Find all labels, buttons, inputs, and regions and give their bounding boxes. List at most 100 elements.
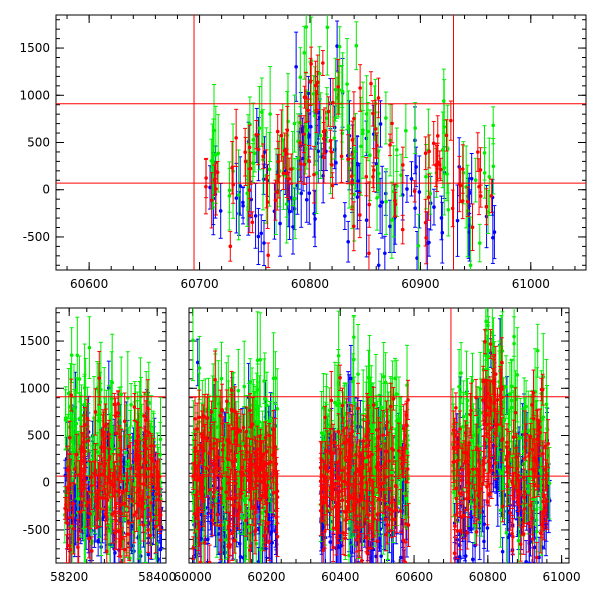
data-point (253, 214, 258, 218)
data-point (343, 214, 347, 218)
data-point (262, 150, 267, 154)
data-point (345, 82, 349, 86)
data-point (261, 154, 265, 159)
data-point (460, 167, 465, 171)
bottom-seg0-y-tick-label: 0 (42, 476, 50, 490)
data-point (372, 168, 376, 172)
data-point (413, 126, 417, 130)
data-point (238, 184, 242, 188)
data-point (346, 239, 350, 244)
data-point (312, 211, 316, 216)
data-point (364, 218, 369, 222)
data-point (352, 224, 356, 229)
data-point (82, 386, 87, 390)
data-point (435, 134, 440, 138)
data-point (390, 218, 394, 222)
data-point (491, 123, 495, 128)
data-point (142, 444, 146, 448)
data-point (470, 225, 475, 230)
data-point (318, 133, 323, 138)
data-point (432, 205, 436, 209)
data-point (234, 136, 238, 140)
data-point (374, 554, 378, 559)
data-point (446, 207, 451, 212)
series-red (203, 46, 494, 270)
data-point (157, 474, 162, 479)
data-point (336, 84, 340, 89)
data-point (109, 437, 114, 442)
data-point (208, 185, 212, 190)
data-point (122, 501, 127, 506)
data-point (103, 512, 108, 516)
data-point (95, 507, 100, 511)
data-point (458, 183, 463, 188)
data-point (130, 499, 135, 503)
data-point (67, 436, 72, 440)
bottom-plot-area-0 (56, 316, 166, 563)
data-point (266, 253, 270, 258)
data-point (440, 148, 445, 152)
data-point (265, 200, 270, 204)
top-y-tick-label: 500 (27, 136, 50, 150)
data-point (384, 199, 388, 204)
data-point (292, 121, 297, 126)
data-point (322, 155, 326, 160)
data-point (477, 241, 482, 245)
data-point (227, 194, 232, 198)
data-point (302, 162, 307, 167)
data-point (68, 404, 73, 409)
data-point (405, 187, 409, 191)
data-point (268, 112, 272, 116)
data-point (369, 81, 373, 86)
data-point (309, 124, 313, 129)
data-point (113, 531, 118, 535)
data-point (210, 164, 215, 169)
data-point (368, 153, 372, 157)
data-point (275, 129, 280, 134)
data-point (350, 138, 355, 142)
data-point (489, 194, 494, 198)
data-point (87, 536, 91, 541)
data-point (424, 174, 428, 179)
data-point (67, 515, 72, 520)
data-point (289, 167, 294, 171)
data-point (267, 167, 272, 172)
data-point (113, 551, 117, 555)
data-point (287, 209, 292, 214)
data-point (234, 196, 239, 200)
data-point (413, 206, 417, 210)
data-point (487, 175, 492, 179)
data-point (378, 122, 383, 126)
data-point (256, 234, 261, 239)
data-point (259, 231, 264, 236)
data-point (237, 541, 242, 546)
data-point (428, 191, 433, 196)
data-point (122, 419, 127, 424)
data-point (101, 496, 105, 500)
data-point (378, 204, 382, 208)
data-point (340, 131, 344, 136)
data-point (76, 545, 80, 550)
data-point (273, 198, 278, 203)
bottom-seg1-x-tick-label: 60600 (395, 570, 433, 584)
data-point (275, 190, 280, 195)
data-point (409, 177, 414, 181)
data-point (468, 263, 473, 268)
data-point (412, 189, 417, 194)
data-point (135, 441, 140, 446)
data-point (136, 434, 141, 439)
data-point (154, 486, 159, 491)
data-point (105, 497, 109, 502)
data-point (313, 114, 317, 118)
data-point (215, 170, 220, 175)
data-point (294, 64, 298, 69)
data-point (112, 510, 117, 515)
data-point (119, 544, 123, 548)
bottom-seg0-x-tick-label: 58200 (50, 570, 88, 584)
data-point (346, 124, 351, 128)
data-point (423, 151, 428, 156)
data-point (358, 86, 362, 90)
data-point (439, 216, 444, 220)
data-point (117, 490, 121, 494)
